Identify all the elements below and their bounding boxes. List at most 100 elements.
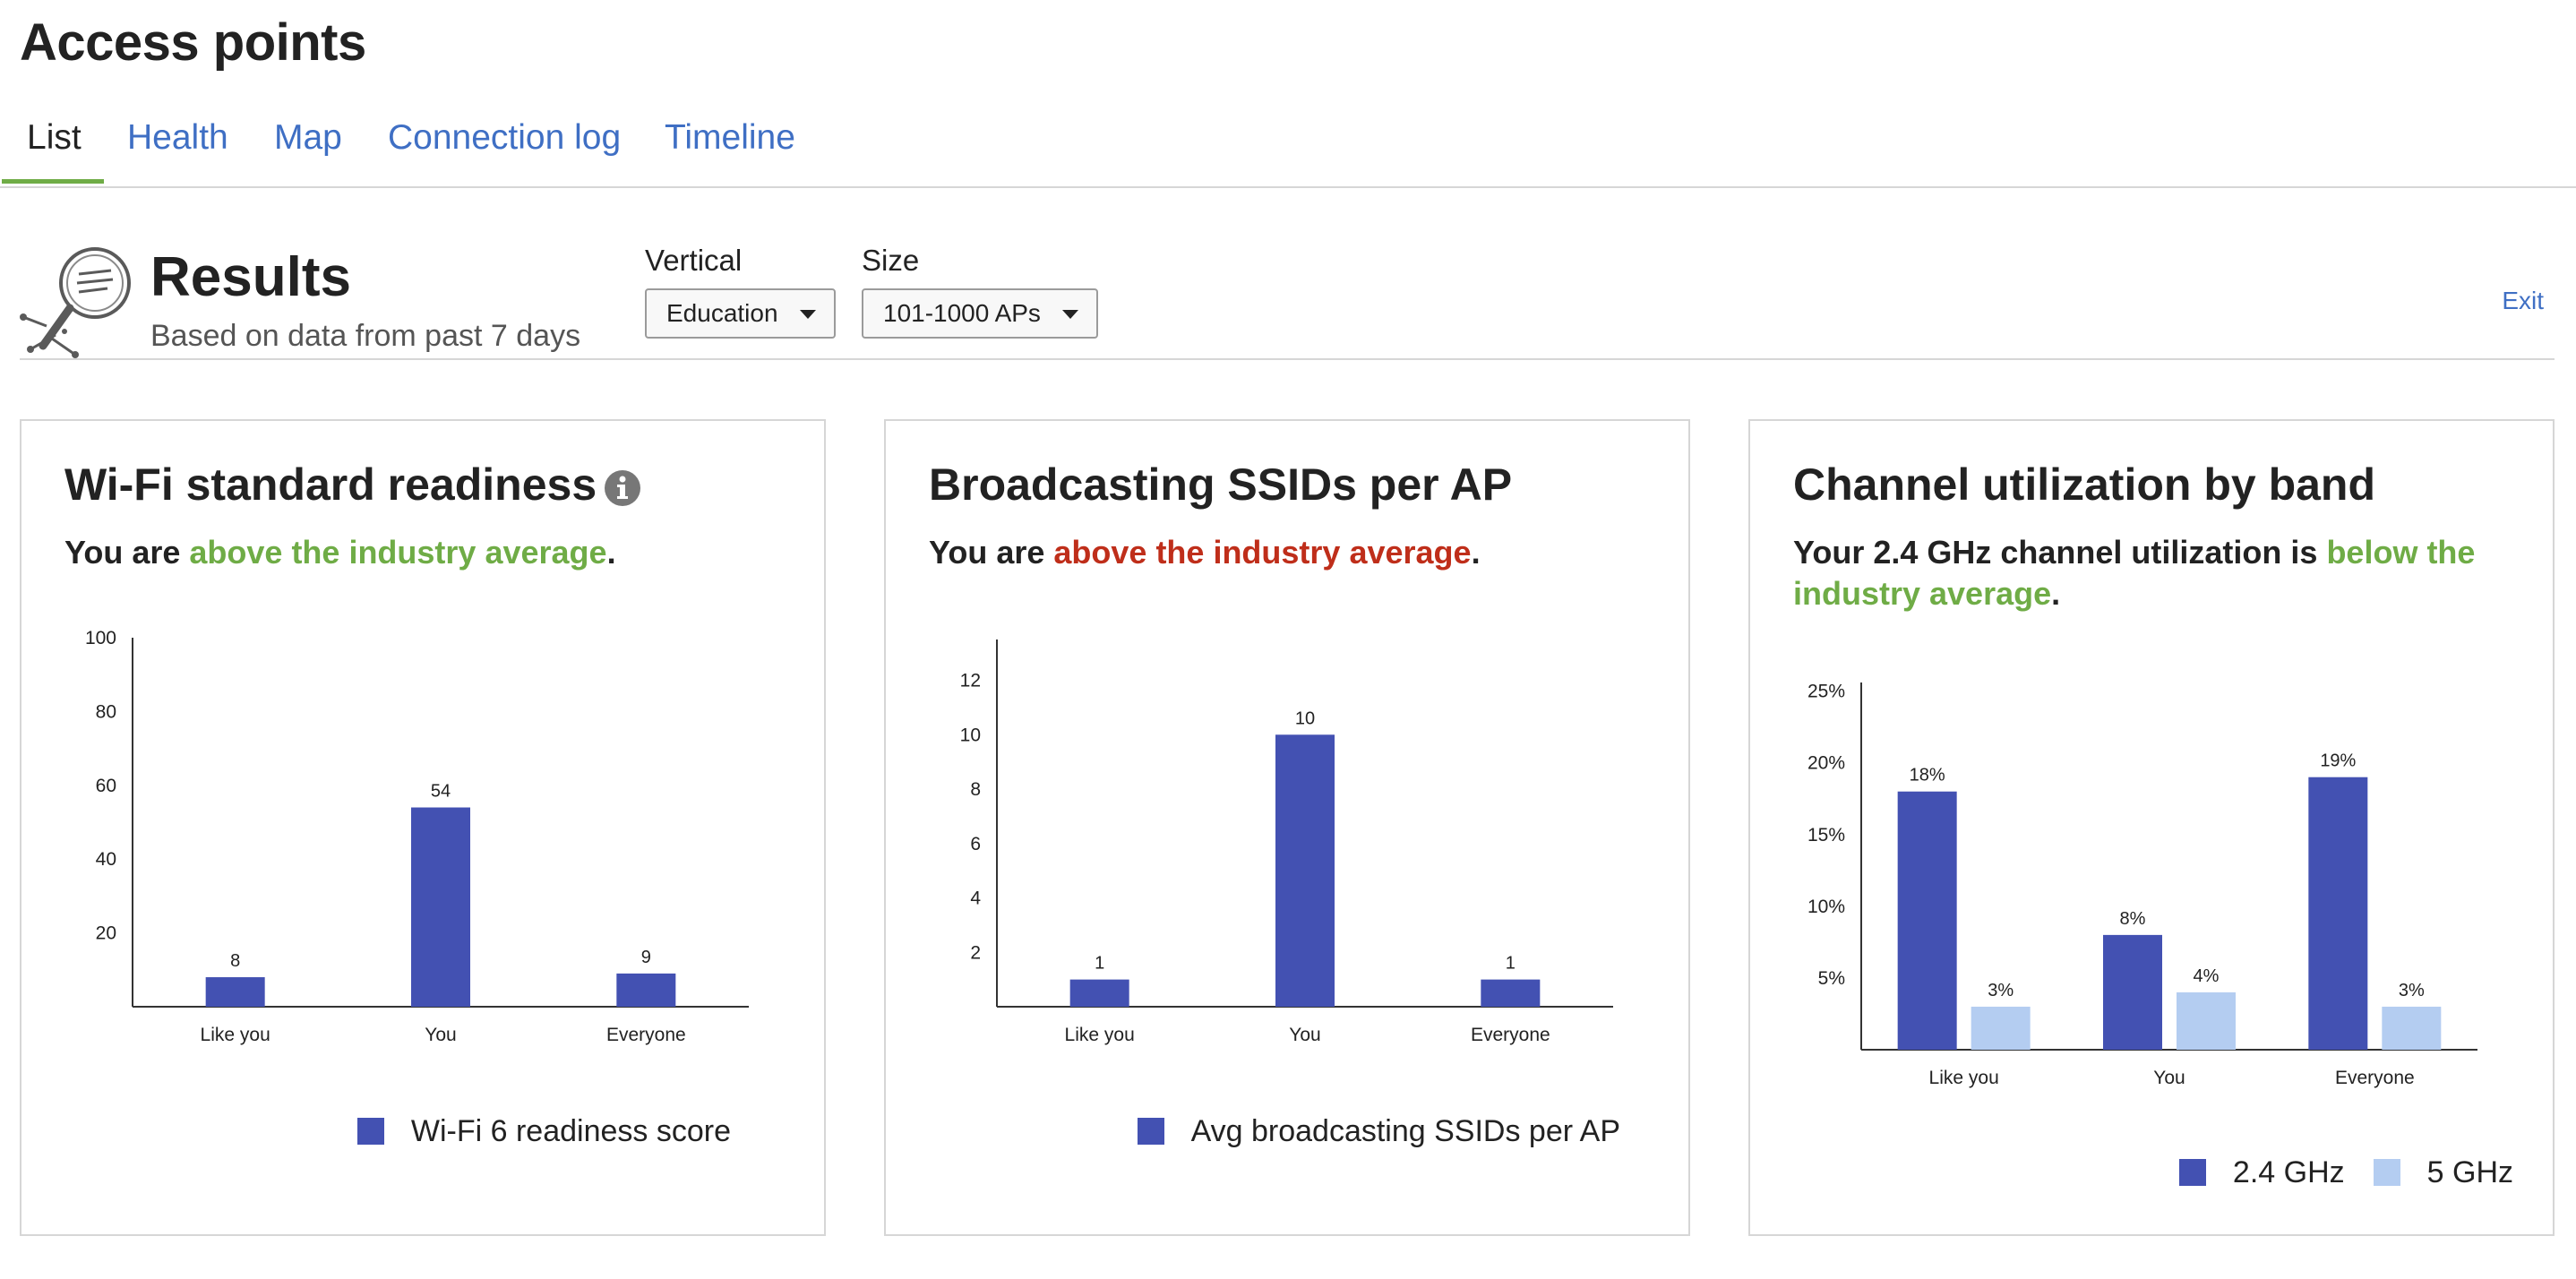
bar[interactable] — [2103, 934, 2162, 1050]
size-dropdown[interactable]: 101-1000 APs — [862, 288, 1098, 339]
wifi-readiness-chart: 20 40 60 80 100 8 Like you 54 You 9 Everyone — [85, 628, 749, 1045]
legend-item: Wi-Fi 6 readiness score — [356, 1114, 731, 1149]
bar[interactable] — [616, 973, 676, 1007]
bar-value-label: 1 — [1095, 954, 1104, 974]
legend-swatch — [1137, 1118, 1164, 1145]
x-category-label: You — [425, 1025, 456, 1045]
y-tick-label: 10% — [1807, 897, 1845, 917]
bar[interactable] — [1069, 979, 1129, 1007]
bar[interactable] — [2177, 991, 2236, 1050]
results-header: Results Based on data from past 7 days V… — [20, 242, 2555, 360]
x-category-label: Like you — [201, 1025, 270, 1045]
tab-timeline[interactable]: Timeline — [665, 118, 795, 157]
x-category-label: Like you — [1065, 1025, 1135, 1045]
results-subtitle: Based on data from past 7 days — [150, 319, 581, 353]
bar[interactable] — [411, 807, 470, 1007]
y-tick-label: 5% — [1818, 968, 1845, 989]
legend-label: 5 GHz — [2426, 1155, 2513, 1189]
status-prefix: Your 2.4 GHz channel utilization is — [1793, 534, 2327, 571]
y-tick-label: 80 — [96, 701, 116, 722]
legend-swatch — [356, 1118, 384, 1145]
chevron-down-icon — [799, 310, 816, 319]
size-dropdown-value: 101-1000 APs — [883, 299, 1041, 327]
bar-value-label: 8 — [230, 951, 240, 971]
size-filter-label: Size — [862, 244, 920, 277]
channel-utilization-chart: 5% 10% 15% 20% 25% 18% 3% Like you 8% 4% You 19% 3% E… — [1807, 682, 2477, 1088]
active-tab-indicator — [2, 179, 104, 184]
status-highlight: above the industry average — [189, 534, 607, 571]
y-tick-label: 12 — [960, 671, 981, 691]
card-title: Channel utilization by band — [1793, 459, 2375, 511]
bar[interactable] — [2308, 777, 2368, 1050]
status-suffix: . — [2051, 575, 2061, 612]
chart-legend: 2.4 GHz 5 GHz — [2178, 1155, 2513, 1190]
y-tick-label: 6 — [970, 834, 981, 854]
legend-label: Wi-Fi 6 readiness score — [410, 1114, 731, 1148]
bar[interactable] — [205, 977, 265, 1007]
bar-value-label: 8% — [2120, 909, 2146, 929]
bar-value-label: 1 — [1506, 954, 1516, 974]
bar-value-label: 19% — [2320, 751, 2356, 771]
bar[interactable] — [1971, 1006, 2031, 1050]
legend-item: 5 GHz — [2373, 1155, 2513, 1190]
y-tick-label: 100 — [85, 628, 116, 648]
bar-value-label: 18% — [1910, 766, 1945, 785]
legend-swatch — [2178, 1159, 2206, 1186]
tab-map[interactable]: Map — [274, 118, 342, 157]
bar[interactable] — [1897, 791, 1957, 1050]
bar-value-label: 3% — [2399, 981, 2425, 1000]
tab-connection-log[interactable]: Connection log — [388, 118, 622, 157]
vertical-filter-label: Vertical — [645, 244, 743, 277]
bar-value-label: 54 — [431, 782, 451, 802]
bar[interactable] — [2382, 1006, 2442, 1050]
tab-list[interactable]: List — [27, 118, 82, 157]
card-title-text: Broadcasting SSIDs per AP — [929, 459, 1513, 510]
card-status: Your 2.4 GHz channel utilization is belo… — [1793, 532, 2510, 614]
ssids-per-ap-card: Broadcasting SSIDs per AP You are above … — [884, 419, 1690, 1236]
tab-bar: List Health Map Connection log Timeline — [0, 106, 2576, 188]
tab-health[interactable]: Health — [127, 118, 228, 157]
vertical-dropdown-value: Education — [666, 299, 778, 327]
y-tick-label: 25% — [1807, 682, 1845, 702]
status-highlight: below the industry average — [1793, 534, 2476, 612]
x-category-label: Everyone — [2335, 1068, 2415, 1088]
card-title-text: Wi-Fi standard readiness — [64, 459, 597, 510]
bar-value-label: 10 — [1295, 708, 1315, 728]
x-category-label: Everyone — [1471, 1025, 1550, 1045]
wifi-readiness-card: Wi-Fi standard readiness You are above t… — [20, 419, 826, 1236]
info-icon[interactable] — [604, 469, 641, 507]
y-tick-label: 10 — [960, 725, 981, 745]
x-category-label: Everyone — [606, 1025, 686, 1045]
x-category-label: You — [2153, 1068, 2185, 1088]
status-suffix: . — [1471, 534, 1481, 571]
y-tick-label: 2 — [970, 942, 981, 963]
card-status: You are above the industry average. — [64, 532, 781, 573]
status-suffix: . — [606, 534, 616, 571]
y-tick-label: 15% — [1807, 825, 1845, 846]
bar[interactable] — [1481, 979, 1541, 1007]
x-category-label: You — [1289, 1025, 1320, 1045]
y-tick-label: 60 — [96, 776, 116, 796]
legend-swatch — [2373, 1159, 2400, 1186]
card-status: You are above the industry average. — [929, 532, 1645, 573]
card-title-text: Channel utilization by band — [1793, 459, 2375, 510]
bar-value-label: 9 — [641, 948, 651, 967]
legend-item: Avg broadcasting SSIDs per AP — [1137, 1114, 1620, 1149]
results-title: Results — [150, 246, 351, 308]
exit-link[interactable]: Exit — [2502, 287, 2544, 314]
legend-label: 2.4 GHz — [2232, 1155, 2345, 1189]
bar[interactable] — [1275, 734, 1335, 1007]
card-title: Wi-Fi standard readiness — [64, 459, 641, 511]
status-prefix: You are — [64, 534, 190, 571]
channel-utilization-card: Channel utilization by band Your 2.4 GHz… — [1748, 419, 2555, 1236]
legend-item: 2.4 GHz — [2178, 1155, 2345, 1190]
status-highlight: above the industry average — [1053, 534, 1472, 571]
legend-label: Avg broadcasting SSIDs per AP — [1190, 1114, 1620, 1148]
y-tick-label: 40 — [96, 849, 116, 870]
vertical-dropdown[interactable]: Education — [645, 288, 836, 339]
page-title: Access points — [20, 13, 366, 72]
ssids-per-ap-chart: 2 4 6 8 10 12 1 Like you 10 You 1 Everyone — [960, 640, 1613, 1045]
chart-legend: Wi-Fi 6 readiness score — [356, 1114, 731, 1149]
bar-value-label: 3% — [1988, 981, 2014, 1000]
y-tick-label: 4 — [970, 888, 981, 909]
